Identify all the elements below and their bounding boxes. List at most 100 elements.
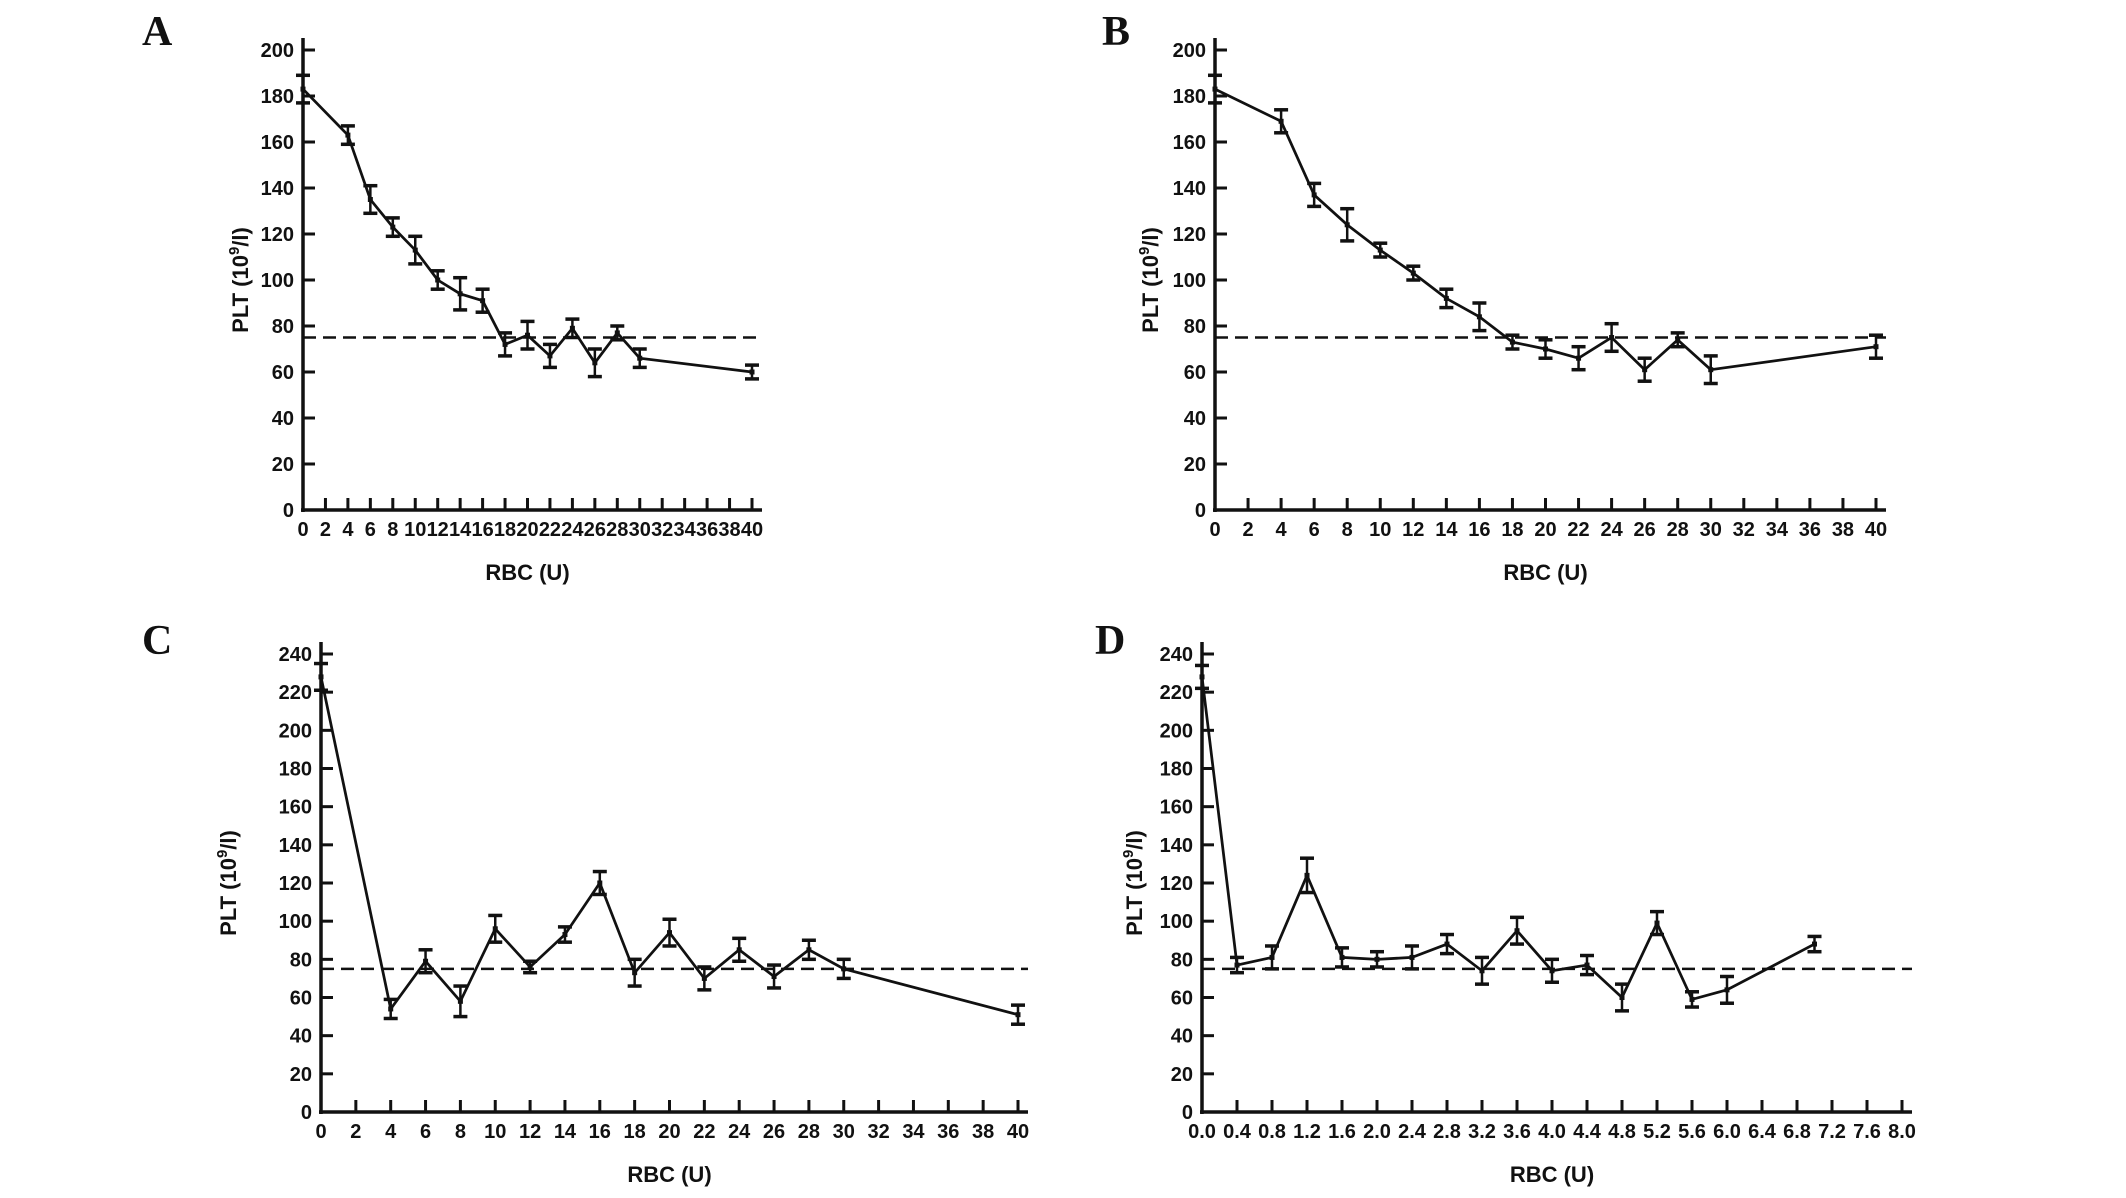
series-line: [302, 88, 753, 374]
y-axis-ticks: 0 20 40 60 80 100 120 140 160 180 200 220 240: [279, 644, 333, 1124]
x-tick-label: 5.6: [1678, 1121, 1706, 1143]
x-tick-label: 32: [867, 1121, 889, 1143]
y-tick-label: 120: [279, 873, 312, 895]
y-tick-label: 180: [1173, 86, 1206, 108]
x-tick-label: 3.6: [1503, 1121, 1531, 1143]
x-tick-label: 14: [449, 519, 472, 541]
x-tick-label: 6: [1309, 519, 1320, 541]
x-tick-label: 38: [1832, 519, 1854, 541]
x-tick-label: 28: [798, 1121, 820, 1143]
data-point-markers: [318, 674, 1021, 1018]
panel-d: 0 20 40 60 80 100 120 140 160 180 200 220 240 0.0 0.4 0…: [1090, 590, 2126, 1198]
x-tick-label: 10: [484, 1121, 506, 1143]
x-tick-label: 20: [1534, 519, 1556, 541]
series-line: [319, 676, 1019, 1017]
x-axis-ticks: 0 2 4 6 8 10 12 14 16 18 20 22 24 26 28 30 32 34 36 38 40: [297, 498, 763, 541]
series-line: [1214, 87, 1877, 372]
y-tick-label: 160: [279, 797, 312, 819]
x-tick-label: 34: [1766, 519, 1789, 541]
x-tick-label: 10: [404, 519, 426, 541]
axes: [1213, 38, 1886, 512]
x-tick-label: 6: [420, 1121, 431, 1143]
x-tick-label: 30: [833, 1121, 855, 1143]
x-tick-label: 12: [1402, 519, 1424, 541]
y-tick-label: 60: [1184, 362, 1206, 384]
x-tick-label: 16: [1468, 519, 1490, 541]
x-tick-label: 38: [718, 519, 740, 541]
x-tick-label: 26: [584, 519, 606, 541]
y-tick-label: 100: [279, 911, 312, 933]
x-tick-label: 30: [629, 519, 651, 541]
x-tick-label: 32: [651, 519, 673, 541]
panel-a: 0 20 40 60 80 100 120 140 160 180 200 0 2 4 6 8 10 12 14 16…: [140, 0, 840, 600]
x-tick-label: 0: [297, 519, 308, 541]
x-tick-label: 4.0: [1538, 1121, 1566, 1143]
x-tick-label: 0.8: [1258, 1121, 1286, 1143]
x-tick-label: 24: [1600, 519, 1623, 541]
y-tick-label: 200: [261, 40, 294, 62]
x-tick-label: 4: [1276, 519, 1288, 541]
series-line: [1200, 676, 1816, 1002]
x-tick-label: 0: [1209, 519, 1220, 541]
x-tick-label: 14: [554, 1121, 577, 1143]
y-tick-label: 20: [272, 454, 294, 476]
x-tick-label: 8: [1342, 519, 1353, 541]
x-tick-label: 36: [1799, 519, 1821, 541]
x-tick-label: 28: [1667, 519, 1689, 541]
x-tick-label: 3.2: [1468, 1121, 1496, 1143]
axes: [319, 642, 1028, 1114]
y-tick-label: 200: [279, 720, 312, 742]
y-axis-title: PLT (109/l): [214, 830, 241, 936]
panel-b: 0 20 40 60 80 100 120 140 160 180 200 0 2 4 6 8 10 12 14 16…: [1090, 0, 1990, 600]
y-tick-label: 80: [290, 949, 312, 971]
x-tick-label: 18: [624, 1121, 646, 1143]
x-tick-label: 6: [365, 519, 376, 541]
x-tick-label: 38: [972, 1121, 994, 1143]
error-bars: [1195, 663, 1822, 1013]
x-axis-title: RBC (U): [1510, 1162, 1594, 1187]
y-tick-label: 140: [1160, 835, 1193, 857]
x-tick-label: 7.6: [1853, 1121, 1881, 1143]
y-tick-label: 220: [279, 682, 312, 704]
x-tick-label: 34: [674, 519, 697, 541]
x-tick-label: 16: [589, 1121, 611, 1143]
x-tick-label: 20: [658, 1121, 680, 1143]
x-tick-label: 7.2: [1818, 1121, 1846, 1143]
data-point-markers: [300, 86, 755, 375]
x-tick-label: 40: [741, 519, 763, 541]
x-tick-label: 8: [387, 519, 398, 541]
y-tick-label: 100: [261, 270, 294, 292]
error-bars: [1208, 73, 1883, 386]
y-tick-label: 180: [261, 86, 294, 108]
x-tick-label: 14: [1435, 519, 1458, 541]
y-tick-label: 160: [1173, 132, 1206, 154]
x-tick-label: 12: [519, 1121, 541, 1143]
x-tick-label: 20: [516, 519, 538, 541]
x-tick-label: 28: [606, 519, 628, 541]
x-tick-label: 24: [561, 519, 584, 541]
x-tick-label: 2: [350, 1121, 361, 1143]
y-tick-label: 100: [1173, 270, 1206, 292]
x-tick-label: 2: [1242, 519, 1253, 541]
y-tick-label: 40: [290, 1026, 312, 1048]
x-tick-label: 26: [763, 1121, 785, 1143]
y-tick-label: 180: [1160, 759, 1193, 781]
error-bars: [296, 73, 759, 381]
data-point-markers: [1212, 86, 1879, 373]
y-tick-label: 240: [279, 644, 312, 666]
y-tick-label: 20: [1171, 1064, 1193, 1086]
x-tick-label: 36: [696, 519, 718, 541]
x-axis-ticks: 0.0 0.4 0.8 1.2 1.6 2.0 2.4 2.8 3.2 3.6 4.0 4.4 4.8 5…: [1188, 1100, 1916, 1143]
y-axis-ticks: 0 20 40 60 80 100 120 140 160 180 200: [1173, 40, 1227, 522]
y-tick-label: 140: [261, 178, 294, 200]
x-tick-label: 40: [1007, 1121, 1029, 1143]
x-tick-label: 2.4: [1398, 1121, 1427, 1143]
x-tick-label: 22: [693, 1121, 715, 1143]
y-tick-label: 20: [1184, 454, 1206, 476]
x-tick-label: 0: [315, 1121, 326, 1143]
y-axis-title: PLT (109/l): [1120, 830, 1147, 936]
x-tick-label: 2.0: [1363, 1121, 1391, 1143]
